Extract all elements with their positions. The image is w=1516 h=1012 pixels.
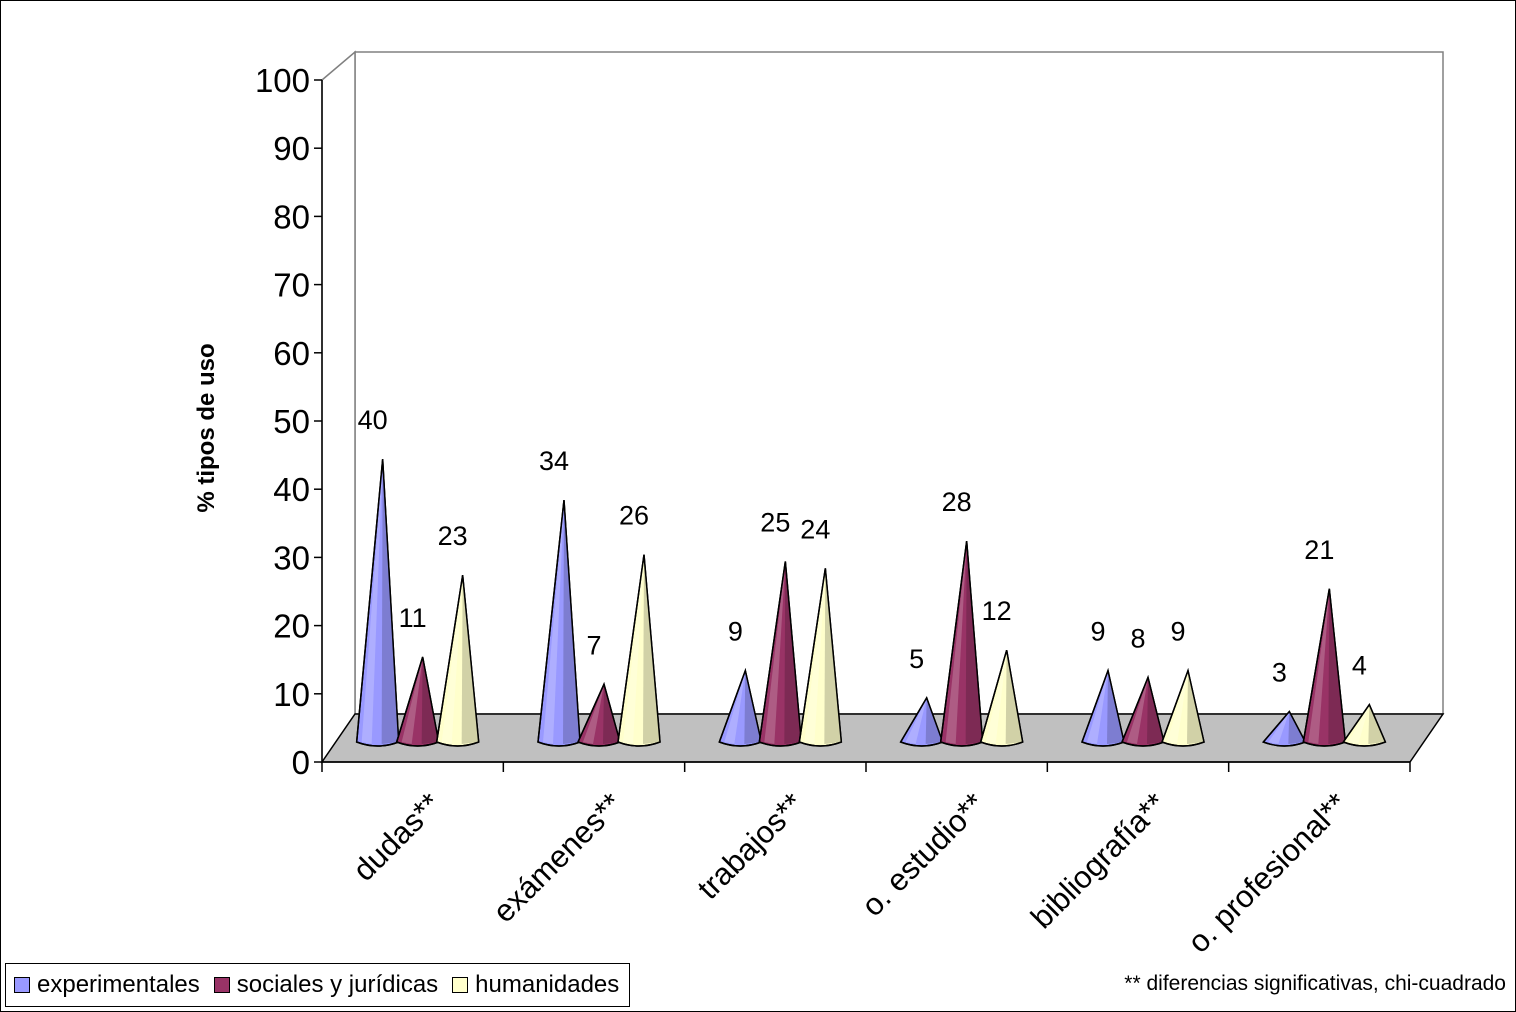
- footnote: ** diferencias significativas, chi-cuadr…: [1124, 972, 1506, 995]
- data-label: 28: [942, 487, 972, 517]
- y-tick-label: 10: [273, 676, 310, 713]
- cone-highlight: [361, 459, 383, 744]
- data-label: 23: [438, 521, 468, 551]
- chart-walls: [320, 50, 1445, 765]
- y-tick-label: 80: [273, 198, 310, 235]
- y-tick-label: 50: [273, 403, 310, 440]
- cone-highlight: [985, 650, 1007, 744]
- side-wall: [321, 50, 356, 765]
- legend-swatch: [213, 977, 230, 993]
- cone-highlight: [905, 697, 927, 744]
- data-label: 9: [1170, 617, 1185, 647]
- cone-highlight: [804, 568, 826, 744]
- y-tick-label: 40: [273, 471, 310, 508]
- data-label: 40: [358, 405, 388, 435]
- cone-2-1: [617, 554, 661, 747]
- cone-highlight: [724, 670, 746, 744]
- data-label: 34: [539, 446, 569, 476]
- x-tick-label: dudas**: [346, 786, 448, 888]
- cone-highlight: [764, 561, 786, 744]
- cone-shade: [1288, 711, 1306, 744]
- data-label: 3: [1272, 658, 1287, 688]
- y-tick-label: 30: [273, 539, 310, 576]
- legend-item-sociales: sociales y jurídicas: [213, 971, 439, 999]
- cone-highlight: [623, 554, 644, 744]
- legend-swatch: [14, 977, 30, 993]
- data-label: 8: [1130, 623, 1145, 653]
- cone-outline: [1161, 667, 1205, 747]
- cone-outline: [1342, 703, 1387, 747]
- cone-1-2: [758, 561, 803, 747]
- cone-0-2: [718, 667, 763, 747]
- cone-highlight: [1348, 704, 1370, 744]
- legend: experimentales sociales y jurídicas huma…: [5, 963, 631, 1007]
- cone-0-0: [355, 459, 400, 747]
- y-axis-label: % tipos de uso: [193, 343, 220, 512]
- cone-2-5: [1342, 703, 1387, 747]
- legend-label: sociales y jurídicas: [236, 971, 439, 998]
- cone-outline: [617, 554, 661, 747]
- cone-highlight: [543, 500, 564, 744]
- data-label: 7: [586, 630, 601, 660]
- cone-highlight: [583, 684, 604, 744]
- cone-1-0: [395, 656, 440, 747]
- cone-highlight: [1268, 711, 1290, 744]
- cone-outline: [435, 575, 480, 747]
- x-tick-label: o. estudio**: [855, 786, 992, 923]
- legend-item-humanidades: humanidades: [452, 971, 619, 999]
- data-label: 25: [760, 508, 790, 538]
- data-label: 5: [909, 644, 924, 674]
- y-tick-label: 100: [255, 62, 310, 99]
- cone-outline: [798, 568, 843, 747]
- cone-outline: [979, 649, 1024, 747]
- cone-0-5: [1262, 710, 1307, 747]
- data-label: 12: [982, 596, 1012, 626]
- cone-highlight: [401, 656, 423, 744]
- y-tick-label: 0: [292, 744, 310, 781]
- x-tick-label: exámenes**: [486, 786, 629, 929]
- legend-swatch: [452, 977, 469, 993]
- cone-shade: [1368, 704, 1386, 744]
- y-tick-label: 70: [273, 267, 310, 304]
- legend-label: humanidades: [475, 971, 620, 998]
- y-tick-label: 60: [273, 335, 310, 372]
- data-label: 4: [1352, 651, 1367, 681]
- cone-highlight: [945, 541, 967, 744]
- cone-marks: [355, 459, 1387, 747]
- legend-label: experimentales: [37, 971, 200, 998]
- data-label: 11: [399, 603, 427, 633]
- x-tick-label: trabajos**: [690, 786, 810, 906]
- data-label: 9: [728, 617, 743, 647]
- data-label: 9: [1090, 617, 1105, 647]
- y-tick-label: 90: [273, 130, 310, 167]
- cone-2-4: [1161, 667, 1205, 747]
- cone-highlight: [441, 575, 463, 744]
- back-wall: [354, 51, 1444, 715]
- cone-1-3: [939, 540, 984, 747]
- cone-highlight: [1167, 670, 1188, 744]
- cone-0-1: [537, 500, 581, 747]
- legend-item-experimentales: experimentales: [14, 971, 200, 999]
- data-label: 26: [619, 501, 649, 531]
- cone-2-2: [798, 568, 843, 747]
- x-tick-label: o. profesional**: [1181, 786, 1354, 959]
- y-tick-label: 20: [273, 608, 310, 645]
- cone-2-3: [979, 649, 1024, 747]
- cone-highlight: [1308, 588, 1330, 744]
- cone-2-0: [435, 575, 480, 747]
- cone-highlight: [1087, 670, 1108, 744]
- data-label: 21: [1304, 535, 1334, 565]
- data-label: 24: [800, 514, 830, 544]
- cone-highlight: [1127, 677, 1148, 744]
- cone-1-1: [576, 682, 621, 747]
- x-tick-label: bibliografía**: [1024, 786, 1173, 935]
